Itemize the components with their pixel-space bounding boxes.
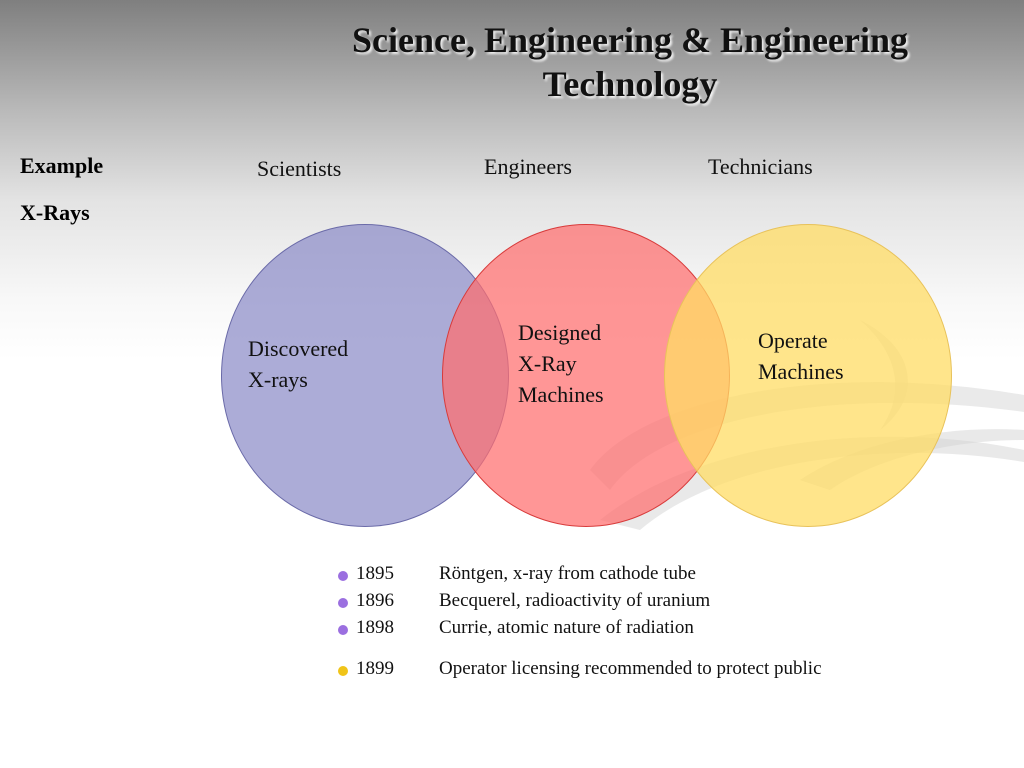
slide-title: Science, Engineering & Engineering Techn…: [352, 20, 908, 104]
scientists-text-line-1: Discovered: [248, 336, 349, 361]
engineers-text-line-3: Machines: [518, 382, 604, 407]
bullet-dot-icon: [338, 625, 348, 635]
technicians-label: Technicians: [708, 154, 813, 179]
timeline-description: Currie, atomic nature of radiation: [439, 617, 694, 638]
engineers-circle-text: Designed X-Ray Machines: [518, 317, 604, 410]
technicians-circle: [664, 224, 952, 527]
bullet-dot-icon: [338, 666, 348, 676]
topic-label: X-Rays: [20, 200, 90, 225]
timeline-description: Operator licensing recommended to protec…: [439, 658, 822, 679]
technicians-text-line-1: Operate: [758, 328, 828, 353]
bullet-dot-icon: [338, 598, 348, 608]
timeline-year: 1896: [356, 590, 394, 611]
timeline-year: 1899: [356, 658, 394, 679]
timeline-year: 1895: [356, 563, 394, 584]
example-label: Example: [20, 153, 104, 178]
timeline-description: Röntgen, x-ray from cathode tube: [439, 563, 696, 584]
timeline-description: Becquerel, radioactivity of uranium: [439, 590, 711, 611]
timeline-year: 1898: [356, 617, 394, 638]
technicians-circle-text: Operate Machines: [758, 325, 844, 387]
bullet-dot-icon: [338, 571, 348, 581]
engineers-text-line-1: Designed: [518, 320, 602, 345]
engineers-text-line-2: X-Ray: [518, 351, 577, 376]
scientists-label: Scientists: [257, 156, 342, 181]
engineers-label: Engineers: [484, 154, 572, 179]
technicians-text-line-2: Machines: [758, 359, 844, 384]
scientists-circle-text: Discovered X-rays: [248, 333, 348, 395]
scientists-text-line-2: X-rays: [248, 367, 308, 392]
